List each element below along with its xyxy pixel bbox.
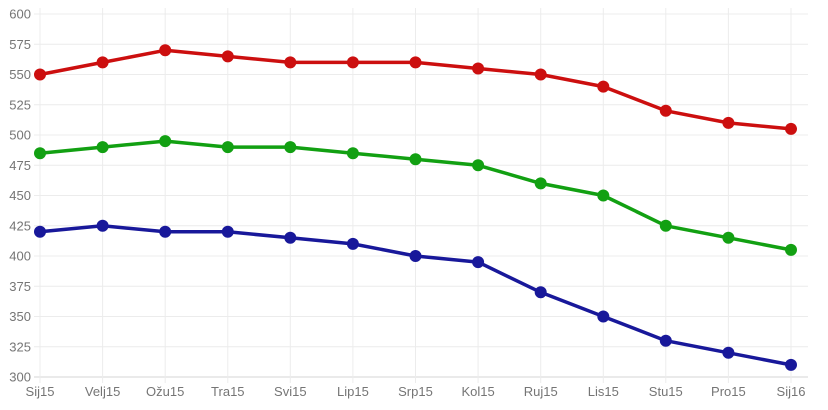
y-axis-tick-label: 300	[9, 370, 31, 385]
data-point	[659, 334, 672, 347]
data-point	[659, 104, 672, 117]
data-point	[34, 147, 46, 160]
x-axis-tick-label: Sij16	[777, 384, 806, 399]
data-point	[346, 56, 359, 69]
x-axis-tick-label: Svi15	[274, 384, 307, 399]
y-axis-tick-label: 350	[9, 309, 31, 324]
data-point	[785, 358, 797, 371]
data-point	[472, 256, 485, 269]
data-point	[472, 159, 485, 172]
data-point	[221, 225, 234, 238]
x-axis-tick-label: Stu15	[649, 384, 683, 399]
data-point	[534, 177, 547, 190]
data-point	[534, 68, 547, 81]
x-axis-tick-label: Lip15	[337, 384, 369, 399]
green-series	[34, 135, 797, 256]
x-axis-tick-label: Pro15	[711, 384, 746, 399]
data-point	[159, 44, 172, 57]
y-axis-tick-label: 600	[9, 7, 31, 22]
x-axis-tick-label: Lis15	[588, 384, 619, 399]
x-axis-tick-label: Sij15	[26, 384, 55, 399]
x-axis-tick-label: Velj15	[85, 384, 120, 399]
red-series	[34, 44, 797, 135]
x-axis-tick-label: Ruj15	[524, 384, 558, 399]
data-point	[409, 56, 422, 69]
data-point	[346, 147, 359, 160]
x-axis-tick-label: Tra15	[211, 384, 244, 399]
data-point	[534, 286, 547, 299]
data-point	[96, 141, 109, 154]
data-point	[221, 50, 234, 63]
data-point	[96, 219, 109, 232]
x-axis-tick-label: Ožu15	[146, 384, 184, 399]
data-point	[597, 310, 610, 323]
y-axis-tick-label: 325	[9, 339, 31, 354]
data-point	[346, 237, 359, 250]
data-point	[159, 135, 172, 148]
data-point	[34, 68, 46, 81]
data-point	[722, 346, 735, 359]
data-point	[785, 122, 797, 135]
y-axis-tick-label: 375	[9, 279, 31, 294]
data-point	[722, 231, 735, 244]
y-axis-tick-label: 400	[9, 249, 31, 264]
blue-series	[34, 219, 797, 371]
data-point	[659, 219, 672, 232]
y-axis-tick-label: 475	[9, 158, 31, 173]
data-point	[409, 153, 422, 166]
data-point	[159, 225, 172, 238]
data-point	[221, 141, 234, 154]
y-axis-tick-label: 575	[9, 37, 31, 52]
data-point	[785, 243, 797, 256]
y-axis-tick-label: 425	[9, 218, 31, 233]
y-axis-tick-label: 550	[9, 67, 31, 82]
data-point	[284, 141, 297, 154]
data-point	[722, 116, 735, 129]
y-axis-tick-label: 450	[9, 188, 31, 203]
data-point	[409, 250, 422, 262]
data-point	[597, 189, 610, 202]
x-axis-tick-label: Kol15	[461, 384, 494, 399]
y-axis-tick-label: 525	[9, 97, 31, 112]
x-axis-tick-label: Srp15	[398, 384, 433, 399]
data-point	[284, 231, 297, 244]
data-point	[284, 56, 297, 69]
data-point	[472, 62, 485, 75]
data-point	[96, 56, 109, 69]
data-point	[597, 80, 610, 93]
y-axis-tick-label: 500	[9, 128, 31, 143]
data-point	[34, 225, 46, 238]
